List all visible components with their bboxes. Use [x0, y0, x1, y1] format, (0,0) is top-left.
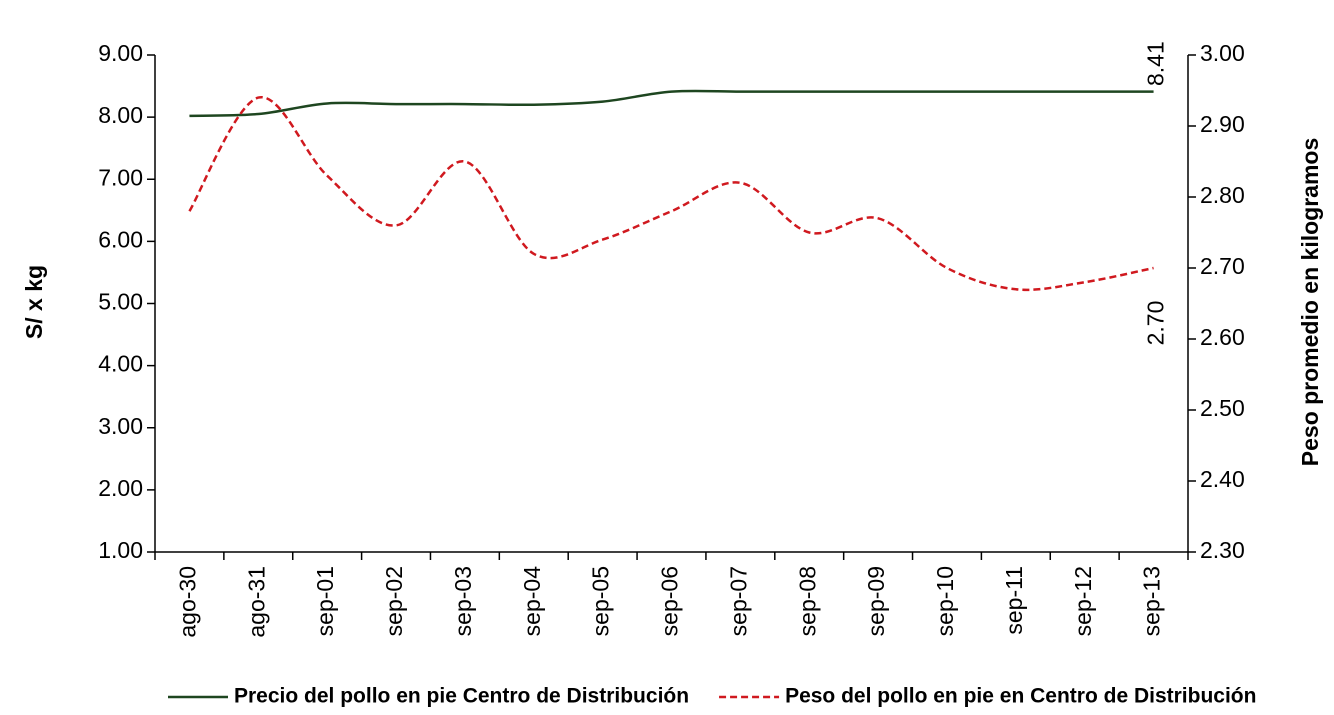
x-tick-label: sep-10	[932, 566, 958, 636]
x-tick-label: sep-02	[381, 566, 407, 636]
x-tick-label: sep-08	[794, 566, 820, 636]
legend-label: Precio del pollo en pie Centro de Distri…	[234, 685, 689, 708]
y2-tick-label: 2.40	[1200, 466, 1245, 492]
x-tick-label: sep-12	[1070, 566, 1096, 636]
y-tick-label: 1.00	[98, 537, 143, 563]
x-tick-label: ago-31	[243, 566, 269, 638]
y-axis-title: S/ x kg	[21, 265, 47, 339]
x-tick-label: sep-06	[657, 566, 683, 636]
y-tick-label: 8.00	[98, 102, 143, 128]
data-label: 8.41	[1143, 41, 1169, 86]
x-tick-label: sep-01	[312, 566, 338, 636]
y-tick-label: 5.00	[98, 289, 143, 315]
x-tick-label: sep-05	[588, 566, 614, 636]
series-line	[189, 89, 1154, 118]
x-tick-label: ago-30	[175, 566, 201, 638]
y-tick-label: 2.00	[98, 475, 143, 501]
y2-axis-title: Peso promedio en kilogramos	[1297, 138, 1323, 466]
x-tick-label: sep-07	[725, 566, 751, 636]
y-tick-label: 6.00	[98, 226, 143, 252]
y2-tick-label: 2.50	[1200, 395, 1245, 421]
x-tick-label: sep-13	[1139, 566, 1165, 636]
y-tick-label: 7.00	[98, 164, 143, 190]
series-line	[188, 96, 1154, 292]
x-tick-label: sep-03	[450, 566, 476, 636]
x-tick-label: sep-11	[1001, 566, 1027, 635]
y-tick-label: 9.00	[98, 40, 143, 66]
x-tick-label: sep-04	[519, 566, 545, 637]
legend-label: Peso del pollo en pie en Centro de Distr…	[785, 685, 1256, 708]
y2-tick-label: 2.80	[1200, 182, 1245, 208]
x-tick-label: sep-09	[863, 566, 889, 636]
data-label: 2.70	[1143, 301, 1169, 346]
y-tick-label: 4.00	[98, 351, 143, 377]
y-tick-label: 3.00	[98, 413, 143, 439]
y2-tick-label: 2.30	[1200, 537, 1245, 563]
y2-tick-label: 2.70	[1200, 253, 1245, 279]
y2-tick-label: 2.90	[1200, 111, 1245, 137]
y2-tick-label: 2.60	[1200, 324, 1245, 350]
y2-tick-label: 3.00	[1200, 40, 1245, 66]
